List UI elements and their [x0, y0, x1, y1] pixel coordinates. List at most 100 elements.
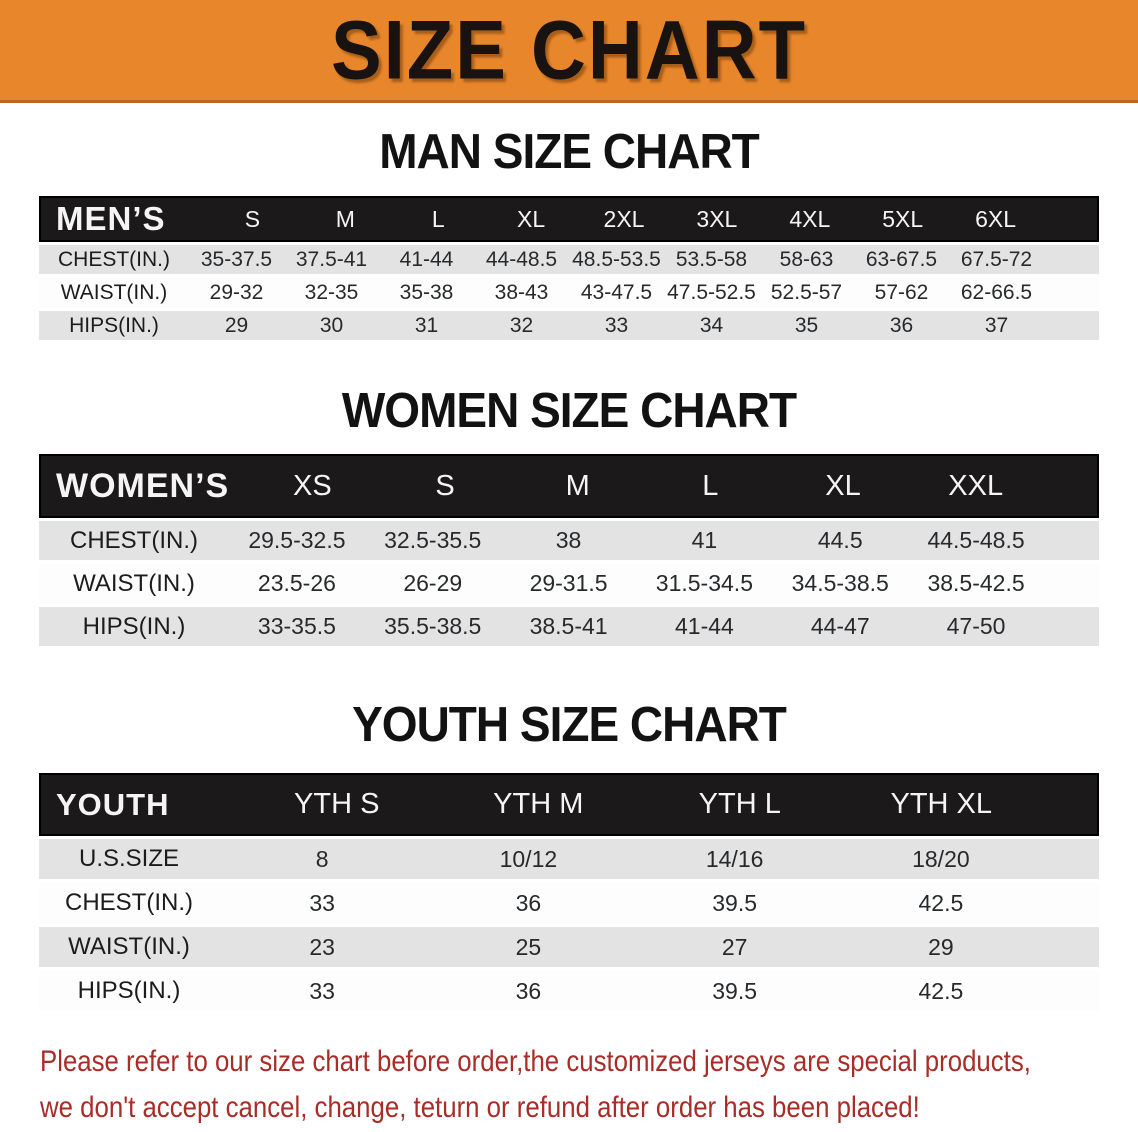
- size-column-header: XL: [825, 469, 861, 502]
- measurement-value: 31: [414, 313, 439, 337]
- measurement-row: HIPS(IN.) 29 30 31 32 33 34 35 36 37: [39, 311, 1099, 344]
- size-column-header: XS: [292, 469, 332, 502]
- measurement-value: 58-63: [779, 247, 834, 271]
- disclaimer-line-2: we don't accept cancel, change, teturn o…: [40, 1091, 920, 1124]
- youth-size-table: YOUTH YTH S YTH M YTH L YTH XL U.S.SIZE 8 10/12…: [39, 773, 1099, 1015]
- size-column-header: XXL: [948, 469, 1004, 502]
- measurement-value: 31.5-34.5: [655, 570, 753, 596]
- measurement-value: 36: [515, 977, 542, 1004]
- size-column-header: M: [565, 469, 590, 502]
- measurement-row: U.S.SIZE 8 10/12 14/16 18/20: [39, 839, 1099, 883]
- measurement-value: 38.5-41: [529, 613, 608, 639]
- measurement-value: 33-35.5: [257, 613, 336, 639]
- table-group-label: WOMEN’S: [56, 466, 230, 505]
- measurement-row: WAIST(IN.) 23.5-26 26-29 29-31.5 31.5-34.5 34…: [39, 564, 1099, 607]
- size-column-header: YTH S: [294, 788, 380, 820]
- size-column-header: L: [431, 205, 445, 232]
- size-column-header: YTH XL: [890, 788, 993, 820]
- table-header-row: MEN’S S M L XL 2XL 3XL 4XL 5XL 6XL: [39, 196, 1099, 242]
- measurement-value: 8: [315, 845, 329, 872]
- men-size-table: MEN’S S M L XL 2XL 3XL 4XL 5XL 6XL CHEST(IN.) 35-37…: [39, 196, 1099, 344]
- measurement-value: 29.5-32.5: [248, 527, 346, 553]
- measurement-value: 37: [984, 313, 1009, 337]
- measurement-value: 44.5: [817, 527, 863, 553]
- measurement-value: 32.5-35.5: [384, 527, 482, 553]
- measurement-value: 37.5-41: [295, 247, 368, 271]
- measurement-value: 42.5: [918, 977, 964, 1004]
- measurement-value: 47-50: [946, 613, 1006, 639]
- size-column-header: YTH L: [698, 788, 781, 820]
- measurement-value: 14/16: [705, 845, 764, 872]
- measurement-value: 57-62: [874, 280, 929, 304]
- measurement-label: WAIST(IN.): [68, 933, 190, 960]
- measurement-value: 18/20: [912, 845, 970, 872]
- measurement-value: 33: [604, 313, 629, 337]
- size-column-header: YTH M: [493, 788, 584, 820]
- measurement-value: 29: [928, 933, 954, 960]
- measurement-value: 33: [309, 977, 335, 1004]
- measurement-value: 47.5-52.5: [667, 280, 756, 304]
- size-column-header: M: [335, 205, 355, 232]
- measurement-value: 44.5-48.5: [927, 527, 1025, 553]
- men-section-heading: MAN SIZE CHART: [379, 123, 760, 179]
- size-column-header: 4XL: [789, 205, 831, 232]
- size-chart-banner: SIZE CHART: [0, 0, 1138, 103]
- measurement-row: WAIST(IN.) 23 25 27 29: [39, 927, 1099, 971]
- measurement-value: 25: [515, 933, 542, 960]
- measurement-value: 62-66.5: [960, 280, 1033, 304]
- measurement-value: 67.5-72: [960, 247, 1033, 271]
- measurement-row: CHEST(IN.) 33 36 39.5 42.5: [39, 883, 1099, 927]
- measurement-value: 23: [309, 933, 335, 960]
- measurement-value: 36: [889, 313, 914, 337]
- measurement-value: 23.5-26: [257, 570, 336, 596]
- measurement-value: 32: [509, 313, 534, 337]
- size-column-header: 6XL: [975, 205, 1017, 232]
- table-header-row: YOUTH YTH S YTH M YTH L YTH XL: [39, 773, 1099, 836]
- women-size-table: WOMEN’S XS S M L XL XXL CHEST(IN.) 29.5-32.5 32.5…: [39, 454, 1099, 650]
- measurement-row: CHEST(IN.) 35-37.5 37.5-41 41-44 44-48.5 48.5…: [39, 245, 1099, 278]
- table-header-row: WOMEN’S XS S M L XL XXL: [39, 454, 1099, 518]
- measurement-value: 41-44: [399, 247, 454, 271]
- measurement-value: 35-37.5: [200, 247, 273, 271]
- measurement-value: 44-48.5: [485, 247, 558, 271]
- measurement-value: 29-31.5: [529, 570, 608, 596]
- measurement-label: HIPS(IN.): [77, 977, 181, 1004]
- size-column-header: L: [702, 469, 719, 502]
- measurement-value: 38: [555, 527, 582, 553]
- measurement-label: U.S.SIZE: [78, 845, 180, 872]
- measurement-value: 63-67.5: [865, 247, 938, 271]
- table-group-label: YOUTH: [56, 786, 170, 822]
- measurement-value: 44-47: [810, 613, 870, 639]
- measurement-value: 43-47.5: [580, 280, 653, 304]
- measurement-value: 35.5-38.5: [384, 613, 482, 639]
- measurement-value: 36: [515, 889, 542, 916]
- measurement-label: WAIST(IN.): [73, 569, 195, 597]
- measurement-value: 35: [794, 313, 819, 337]
- size-column-header: 5XL: [882, 205, 924, 232]
- measurement-value: 33: [309, 889, 335, 916]
- measurement-label: HIPS(IN.): [69, 313, 159, 337]
- measurement-value: 26-29: [403, 570, 463, 596]
- measurement-value: 41: [691, 527, 718, 553]
- measurement-label: HIPS(IN.): [82, 612, 186, 640]
- size-column-header: XL: [517, 205, 546, 232]
- measurement-value: 41-44: [674, 613, 734, 639]
- size-column-header: S: [435, 469, 455, 502]
- size-column-header: 3XL: [696, 205, 738, 232]
- measurement-value: 34: [699, 313, 724, 337]
- measurement-value: 39.5: [712, 889, 757, 916]
- measurement-value: 10/12: [499, 845, 558, 872]
- measurement-row: CHEST(IN.) 29.5-32.5 32.5-35.5 38 41 44.5 44.5…: [39, 521, 1099, 564]
- measurement-value: 29-32: [209, 280, 264, 304]
- measurement-row: WAIST(IN.) 29-32 32-35 35-38 38-43 43-47.5 47.…: [39, 278, 1099, 311]
- measurement-value: 53.5-58: [675, 247, 748, 271]
- measurement-value: 52.5-57: [770, 280, 843, 304]
- measurement-value: 48.5-53.5: [572, 247, 661, 271]
- measurement-value: 27: [721, 933, 748, 960]
- measurement-value: 35-38: [399, 280, 454, 304]
- measurement-value: 32-35: [304, 280, 359, 304]
- measurement-row: HIPS(IN.) 33 36 39.5 42.5: [39, 971, 1099, 1015]
- women-section-heading: WOMEN SIZE CHART: [341, 382, 797, 438]
- measurement-label: CHEST(IN.): [65, 889, 193, 916]
- size-column-header: 2XL: [603, 205, 645, 232]
